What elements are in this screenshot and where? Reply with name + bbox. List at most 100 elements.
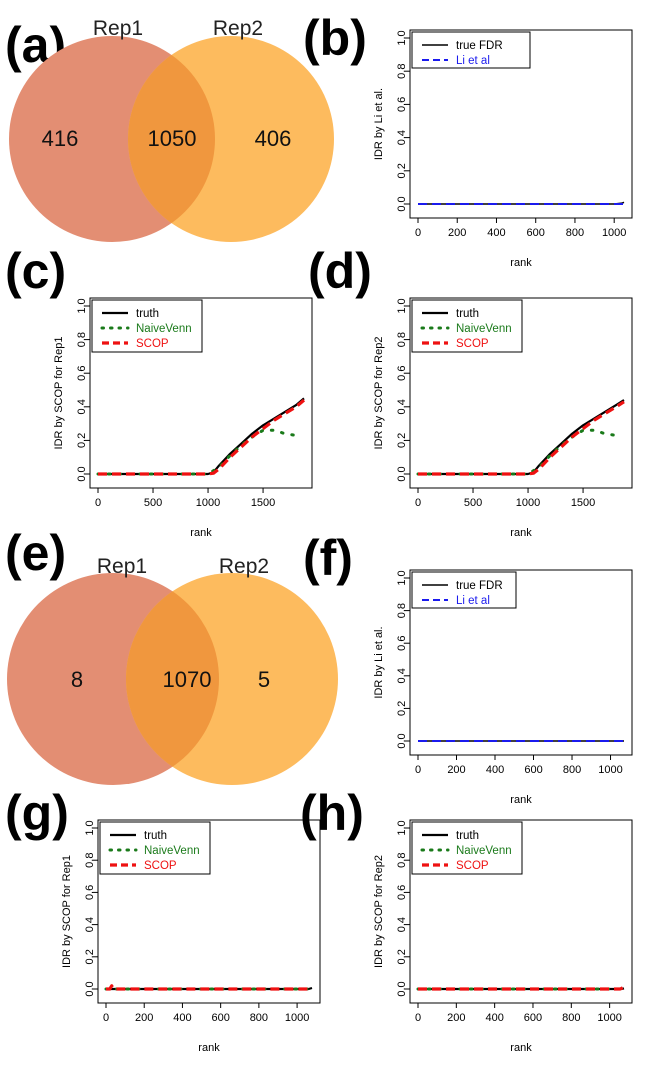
x-tick-label: 600	[211, 1012, 229, 1024]
x-tick-label: 1000	[598, 764, 622, 776]
panel-label-c: (c)	[5, 243, 66, 299]
x-tick-label: 1000	[597, 1012, 621, 1024]
y-tick-label: 0.2	[84, 949, 96, 964]
x-axis-label: rank	[510, 794, 532, 806]
x-axis-label: rank	[198, 1042, 220, 1054]
x-tick-label: 200	[447, 764, 465, 776]
y-tick-label: 0.6	[396, 366, 408, 381]
venn-a-rep2-only: 406	[255, 126, 292, 151]
x-axis-g: 0 200 400 600 800 1000	[103, 1003, 309, 1024]
x-tick-label: 600	[524, 764, 542, 776]
chart-panel-d: 0.0 0.2 0.4 0.6 0.8 1.0 0 500 1000 1500 rank IDR by…	[373, 297, 633, 539]
x-axis-f: 0 200 400 600 800 1000	[415, 755, 623, 776]
y-tick-label: 0.0	[396, 733, 408, 748]
plot-frame-f	[409, 569, 633, 756]
panel-label-f: (f)	[303, 530, 353, 586]
y-tick-label: 0.2	[396, 433, 408, 448]
y-tick-label: 0.8	[396, 853, 408, 868]
venn-diagram-a: Rep1 Rep2 416 1050 406	[9, 17, 334, 242]
x-tick-label: 0	[415, 497, 421, 509]
chart-panel-c: 0.0 0.2 0.4 0.6 0.8 1.0 0 500 1000 1500 rank IDR by…	[53, 297, 313, 539]
x-tick-label: 500	[464, 497, 482, 509]
series-line-scop	[418, 400, 625, 476]
y-tick-label: 0.0	[396, 196, 408, 211]
x-tick-label: 1000	[285, 1012, 309, 1024]
legend-c: truth NaiveVenn SCOP	[91, 299, 203, 353]
legend-label: SCOP	[456, 860, 489, 872]
y-tick-label: 0.2	[396, 949, 408, 964]
legend-box	[411, 821, 523, 875]
panel-label-b: (b)	[303, 10, 367, 66]
x-tick-label: 200	[447, 1012, 465, 1024]
y-tick-label: 0.2	[396, 701, 408, 716]
legend-label: Li et al	[456, 55, 490, 67]
x-axis-label: rank	[190, 527, 212, 539]
y-tick-label: 1.0	[396, 298, 408, 313]
y-axis-label: IDR by SCOP for Rep1	[61, 855, 73, 968]
y-axis-label: IDR by Li et al.	[373, 88, 385, 160]
legend-box	[411, 571, 517, 609]
venn-e-rep2-label: Rep2	[219, 555, 269, 578]
legend-label: NaiveVenn	[144, 845, 200, 857]
venn-e-rep1-label: Rep1	[97, 555, 147, 578]
x-tick-label: 0	[415, 764, 421, 776]
legend-label: truth	[144, 830, 167, 842]
x-tick-label: 800	[250, 1012, 268, 1024]
y-tick-label: 1.0	[396, 820, 408, 835]
legend-label: truth	[456, 830, 479, 842]
venn-a-rep1-only: 416	[42, 126, 79, 151]
y-tick-label: 0.4	[396, 917, 408, 932]
legend-label: true FDR	[456, 40, 503, 52]
x-axis-d: 0 500 1000 1500	[415, 488, 595, 509]
panel-label-h: (h)	[300, 785, 364, 841]
y-tick-label: 1.0	[76, 298, 88, 313]
legend-label: truth	[456, 308, 479, 320]
legend-h: truth NaiveVenn SCOP	[411, 821, 523, 875]
chart-panel-b: 0.0 0.2 0.4 0.6 0.8 1.0 0 200 400 600 800 1000 rank I…	[373, 29, 633, 269]
plot-frame-c	[89, 297, 313, 489]
legend-label: truth	[136, 308, 159, 320]
y-tick-label: 0.6	[396, 97, 408, 112]
y-tick-label: 0.8	[396, 332, 408, 347]
series-line-scop	[98, 398, 306, 476]
x-tick-label: 1000	[196, 497, 220, 509]
y-tick-label: 0.4	[76, 399, 88, 414]
y-tick-label: 1.0	[84, 820, 96, 835]
y-tick-label: 0.6	[84, 885, 96, 900]
y-tick-label: 0.2	[76, 433, 88, 448]
legend-label: NaiveVenn	[456, 323, 512, 335]
venn-e-overlap	[126, 573, 219, 785]
x-tick-label: 500	[144, 497, 162, 509]
venn-a-both: 1050	[148, 126, 197, 151]
x-axis-h: 0 200 400 600 800 1000	[415, 1003, 622, 1024]
legend-label: SCOP	[144, 860, 177, 872]
legend-box	[91, 299, 203, 353]
legend-label: NaiveVenn	[456, 845, 512, 857]
y-tick-label: 0.6	[396, 636, 408, 651]
x-tick-label: 0	[415, 227, 421, 239]
x-axis-c: 0 500 1000 1500	[95, 488, 275, 509]
x-axis-label: rank	[510, 527, 532, 539]
x-tick-label: 800	[566, 227, 584, 239]
x-tick-label: 0	[103, 1012, 109, 1024]
y-tick-label: 0.6	[396, 885, 408, 900]
x-tick-label: 1000	[516, 497, 540, 509]
legend-box	[411, 31, 531, 69]
y-tick-label: 0.8	[84, 853, 96, 868]
y-tick-label: 0.0	[396, 466, 408, 481]
y-tick-label: 0.0	[84, 981, 96, 996]
y-tick-label: 0.4	[84, 917, 96, 932]
x-tick-label: 0	[95, 497, 101, 509]
y-tick-label: 0.8	[76, 332, 88, 347]
x-tick-label: 200	[135, 1012, 153, 1024]
x-axis-label: rank	[510, 1042, 532, 1054]
legend-box	[411, 299, 523, 353]
legend-label: SCOP	[136, 338, 169, 350]
y-tick-label: 1.0	[396, 570, 408, 585]
y-axis-c: 0.0 0.2 0.4 0.6 0.8 1.0	[76, 298, 90, 482]
panel-label-g: (g)	[5, 785, 69, 841]
y-tick-label: 0.2	[396, 163, 408, 178]
y-tick-label: 0.8	[396, 64, 408, 79]
series-line-truth	[418, 399, 625, 476]
